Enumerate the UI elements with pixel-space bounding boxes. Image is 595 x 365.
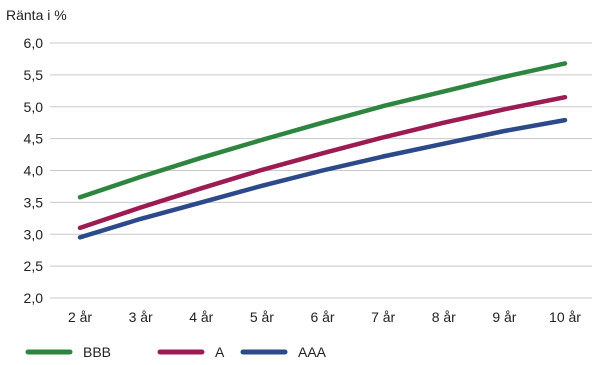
x-tick-label: 10 år <box>549 309 581 325</box>
y-tick-label: 2,0 <box>24 290 44 306</box>
y-tick-labels: 2,0 2,5 3,0 3,5 4,0 4,5 5,0 5,5 6,0 <box>24 35 44 306</box>
legend-label-bbb: BBB <box>83 344 111 360</box>
y-tick-label: 5,0 <box>24 99 44 115</box>
x-tick-label: 8 år <box>432 309 456 325</box>
legend-label-aaa: AAA <box>298 344 327 360</box>
x-tick-labels: 2 år 3 år 4 år 5 år 6 år 7 år 8 år 9 år 10 år <box>68 309 581 325</box>
y-tick-label: 3,5 <box>24 194 44 210</box>
series-line-aaa <box>77 117 568 240</box>
y-axis-label: Ränta i % <box>6 7 67 23</box>
y-tick-label: 5,5 <box>24 67 44 83</box>
legend: BBB A AAA <box>25 344 327 360</box>
series-line-bbb <box>77 61 568 200</box>
x-tick-label: 4 år <box>189 309 213 325</box>
x-tick-label: 3 år <box>129 309 153 325</box>
y-tick-label: 4,5 <box>24 131 44 147</box>
y-tick-label: 4,0 <box>24 163 44 179</box>
x-tick-label: 6 år <box>310 309 334 325</box>
y-tick-label: 3,0 <box>24 226 44 242</box>
series-line-a <box>77 94 568 231</box>
series-lines <box>77 61 568 240</box>
y-tick-label: 6,0 <box>24 35 44 51</box>
x-tick-label: 5 år <box>250 309 274 325</box>
x-tick-label: 2 år <box>68 309 92 325</box>
x-tick-label: 9 år <box>492 309 516 325</box>
legend-label-a: A <box>215 344 225 360</box>
y-tick-label: 2,5 <box>24 258 44 274</box>
x-tick-label: 7 år <box>371 309 395 325</box>
